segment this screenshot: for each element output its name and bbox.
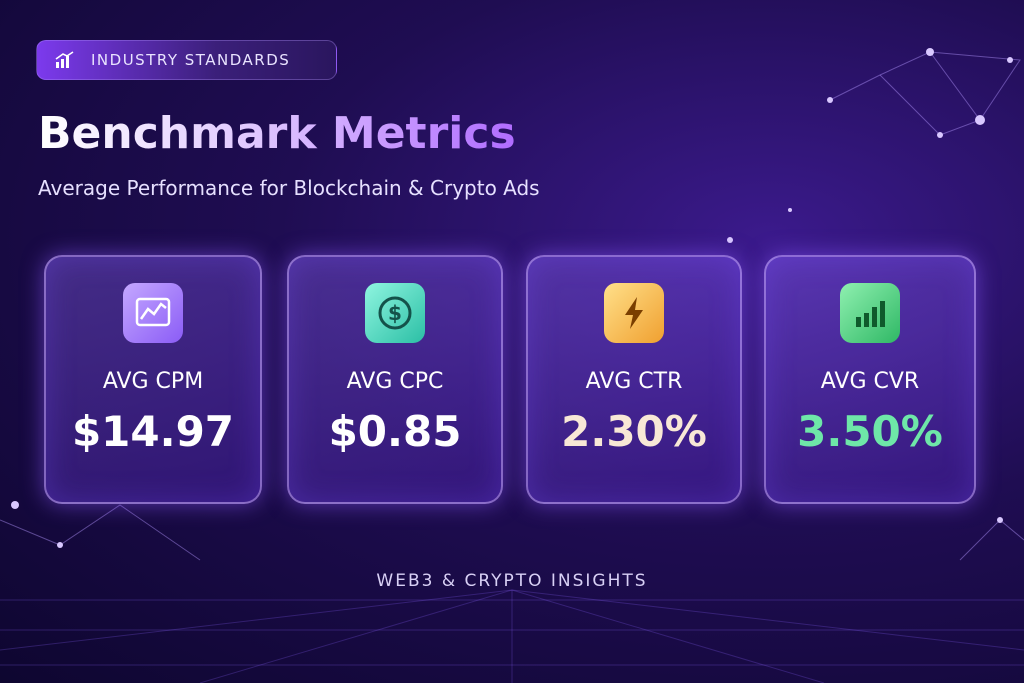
metric-card: AVG CVR 3.50% xyxy=(764,255,976,504)
metric-card: AVG CTR 2.30% xyxy=(526,255,742,504)
card-value: $0.85 xyxy=(328,407,462,456)
card-label: AVG CPC xyxy=(346,369,444,394)
subtitle: Average Performance for Blockchain & Cry… xyxy=(38,176,540,200)
footer: WEB3 & CRYPTO INSIGHTS xyxy=(376,571,648,591)
badge-text: INDUSTRY STANDARDS xyxy=(91,51,291,69)
title: Benchmark Metrics xyxy=(38,108,516,159)
icon xyxy=(123,283,183,343)
card-value: $14.97 xyxy=(71,407,235,456)
card-label: AVG CPM xyxy=(102,369,204,394)
card-label: AVG CTR xyxy=(585,369,683,394)
metric-card: AVG CPM $14.97 xyxy=(44,255,262,504)
metric-card: $ AVG CPC $0.85 xyxy=(287,255,503,504)
badge: INDUSTRY STANDARDS xyxy=(36,40,337,80)
badge-icon xyxy=(55,51,74,68)
card-value: 3.50% xyxy=(797,407,943,456)
card-label: AVG CVR xyxy=(820,369,920,394)
icon xyxy=(840,283,900,343)
icon xyxy=(604,283,664,343)
icon: $ xyxy=(365,283,425,343)
svg-text:$: $ xyxy=(388,301,402,325)
card-value: 2.30% xyxy=(561,407,707,456)
